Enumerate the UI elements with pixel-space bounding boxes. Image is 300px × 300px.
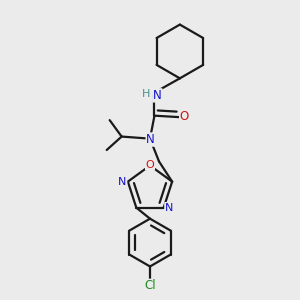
Text: O: O: [146, 160, 154, 170]
Text: N: N: [165, 203, 173, 213]
Text: H: H: [142, 89, 150, 99]
Text: N: N: [118, 177, 127, 187]
Text: Cl: Cl: [144, 279, 156, 292]
Text: N: N: [146, 133, 155, 146]
Text: N: N: [153, 89, 162, 102]
Text: O: O: [180, 110, 189, 123]
